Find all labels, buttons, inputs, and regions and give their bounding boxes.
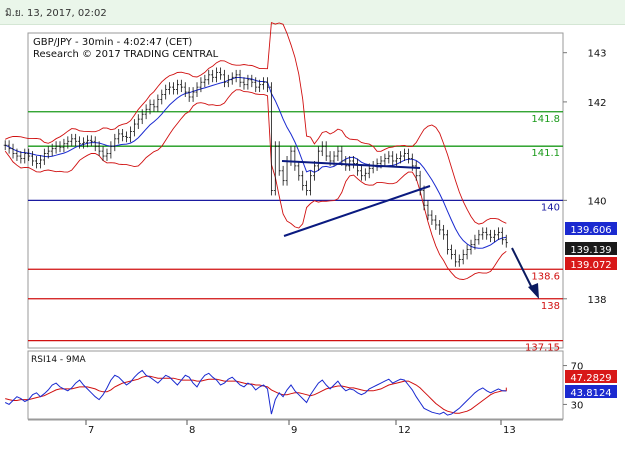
price-label-box <box>565 385 617 398</box>
x-tick-label: 9 <box>291 425 297 436</box>
x-tick-label: 12 <box>398 425 411 436</box>
projection-arrow-head <box>528 283 539 299</box>
chart-title: GBP/JPY - 30min - 4:02:47 (CET) <box>33 37 192 48</box>
horizontal-levels: 141.8 141.1 140 138.6 138 137.15 <box>28 111 563 354</box>
level-label: 140 <box>541 202 560 213</box>
price-label-text: 139.072 <box>570 260 611 271</box>
price-label-box <box>565 257 617 270</box>
rsi-series: 70 30 47.2829 43.8124 <box>4 362 617 416</box>
triangle-upper-line <box>281 160 421 169</box>
datetime-label: มิ.ย. 13, 2017, 02:02 <box>5 8 107 19</box>
rsi-line <box>4 369 507 416</box>
price-label-box <box>565 242 617 255</box>
x-tick-label: 13 <box>503 425 516 436</box>
candles <box>3 67 508 267</box>
price-label-text: 139.139 <box>570 245 611 256</box>
rsi-tick-label: 30 <box>571 400 584 411</box>
top-bar: มิ.ย. 13, 2017, 02:02 <box>0 0 625 25</box>
x-tick-label: 8 <box>189 425 195 436</box>
x-axis-ticks: 7 8 9 12 13 <box>85 420 516 436</box>
y-tick-label: 140 <box>587 196 606 207</box>
price-labels: 139.606 139.139 139.072 <box>565 222 617 271</box>
price-label-box <box>565 222 617 235</box>
rsi-ma-line <box>5 375 507 414</box>
y-tick-label: 142 <box>587 98 606 109</box>
trendlines <box>281 160 539 299</box>
y-tick-label: 138 <box>587 295 606 306</box>
upper-band <box>5 21 507 225</box>
y-tick-label: 143 <box>587 49 606 60</box>
level-label: 138.6 <box>531 271 560 282</box>
level-label: 141.1 <box>531 148 560 159</box>
y-axis-ticks: 143 142 140 138 <box>563 49 607 306</box>
lower-band <box>4 89 507 280</box>
x-tick-label: 7 <box>88 425 94 436</box>
level-label: 138 <box>541 301 560 312</box>
price-label-text: 47.2829 <box>570 373 611 384</box>
price-label-box <box>565 370 617 383</box>
price-label-text: 43.8124 <box>570 388 611 399</box>
level-label: 137.15 <box>525 343 560 354</box>
rsi-tick-label: 70 <box>571 362 584 373</box>
rsi-label: RSI14 - 9MA <box>31 355 87 365</box>
level-label: 141.8 <box>531 114 560 125</box>
triangle-lower-line <box>283 185 431 237</box>
projection-arrow-shaft <box>511 247 534 291</box>
chart-subtitle: Research © 2017 TRADING CENTRAL <box>33 49 219 60</box>
main-plot-frame <box>27 32 564 349</box>
price-label-text: 139.606 <box>570 225 611 236</box>
